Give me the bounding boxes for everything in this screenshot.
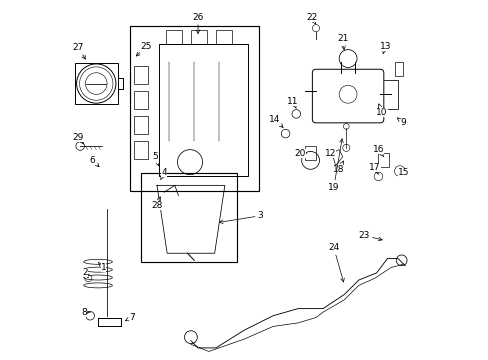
Bar (141, 173, 237, 262)
Text: 3: 3 (219, 211, 263, 224)
Text: 1: 1 (98, 262, 106, 272)
Text: 2: 2 (82, 268, 88, 278)
Text: 7: 7 (125, 313, 135, 322)
Text: 11: 11 (286, 97, 298, 108)
Text: 8: 8 (81, 308, 90, 317)
Text: 25: 25 (136, 41, 152, 56)
Bar (130, 26, 258, 191)
Text: 16: 16 (372, 145, 384, 157)
Text: 21: 21 (336, 35, 348, 50)
Text: 6: 6 (90, 156, 99, 167)
Text: 5: 5 (152, 152, 159, 166)
Text: 24: 24 (327, 243, 344, 282)
Text: 17: 17 (368, 163, 380, 175)
Text: 29: 29 (73, 132, 84, 144)
Bar (216, 30, 231, 44)
Text: 4: 4 (160, 168, 166, 180)
Bar (159, 44, 247, 176)
Bar (190, 30, 206, 44)
Text: 10: 10 (375, 104, 387, 117)
Bar (378, 153, 388, 167)
Text: 23: 23 (358, 231, 382, 241)
Bar (394, 62, 403, 76)
Text: 22: 22 (305, 13, 317, 24)
Text: 12: 12 (324, 149, 335, 158)
Text: 27: 27 (73, 43, 85, 59)
Text: 26: 26 (192, 13, 203, 33)
Bar (134, 141, 148, 158)
Bar (305, 146, 315, 160)
Text: 20: 20 (294, 149, 305, 158)
Bar (75, 63, 118, 104)
Text: 9: 9 (396, 118, 406, 127)
Text: 28: 28 (151, 197, 163, 210)
Bar (134, 116, 148, 134)
Text: 13: 13 (379, 41, 390, 54)
Text: 14: 14 (268, 115, 283, 127)
Bar (134, 66, 148, 84)
Bar (134, 91, 148, 109)
Text: 19: 19 (327, 139, 343, 192)
Bar (165, 30, 182, 44)
Text: 18: 18 (333, 161, 344, 174)
Text: 15: 15 (397, 168, 408, 177)
